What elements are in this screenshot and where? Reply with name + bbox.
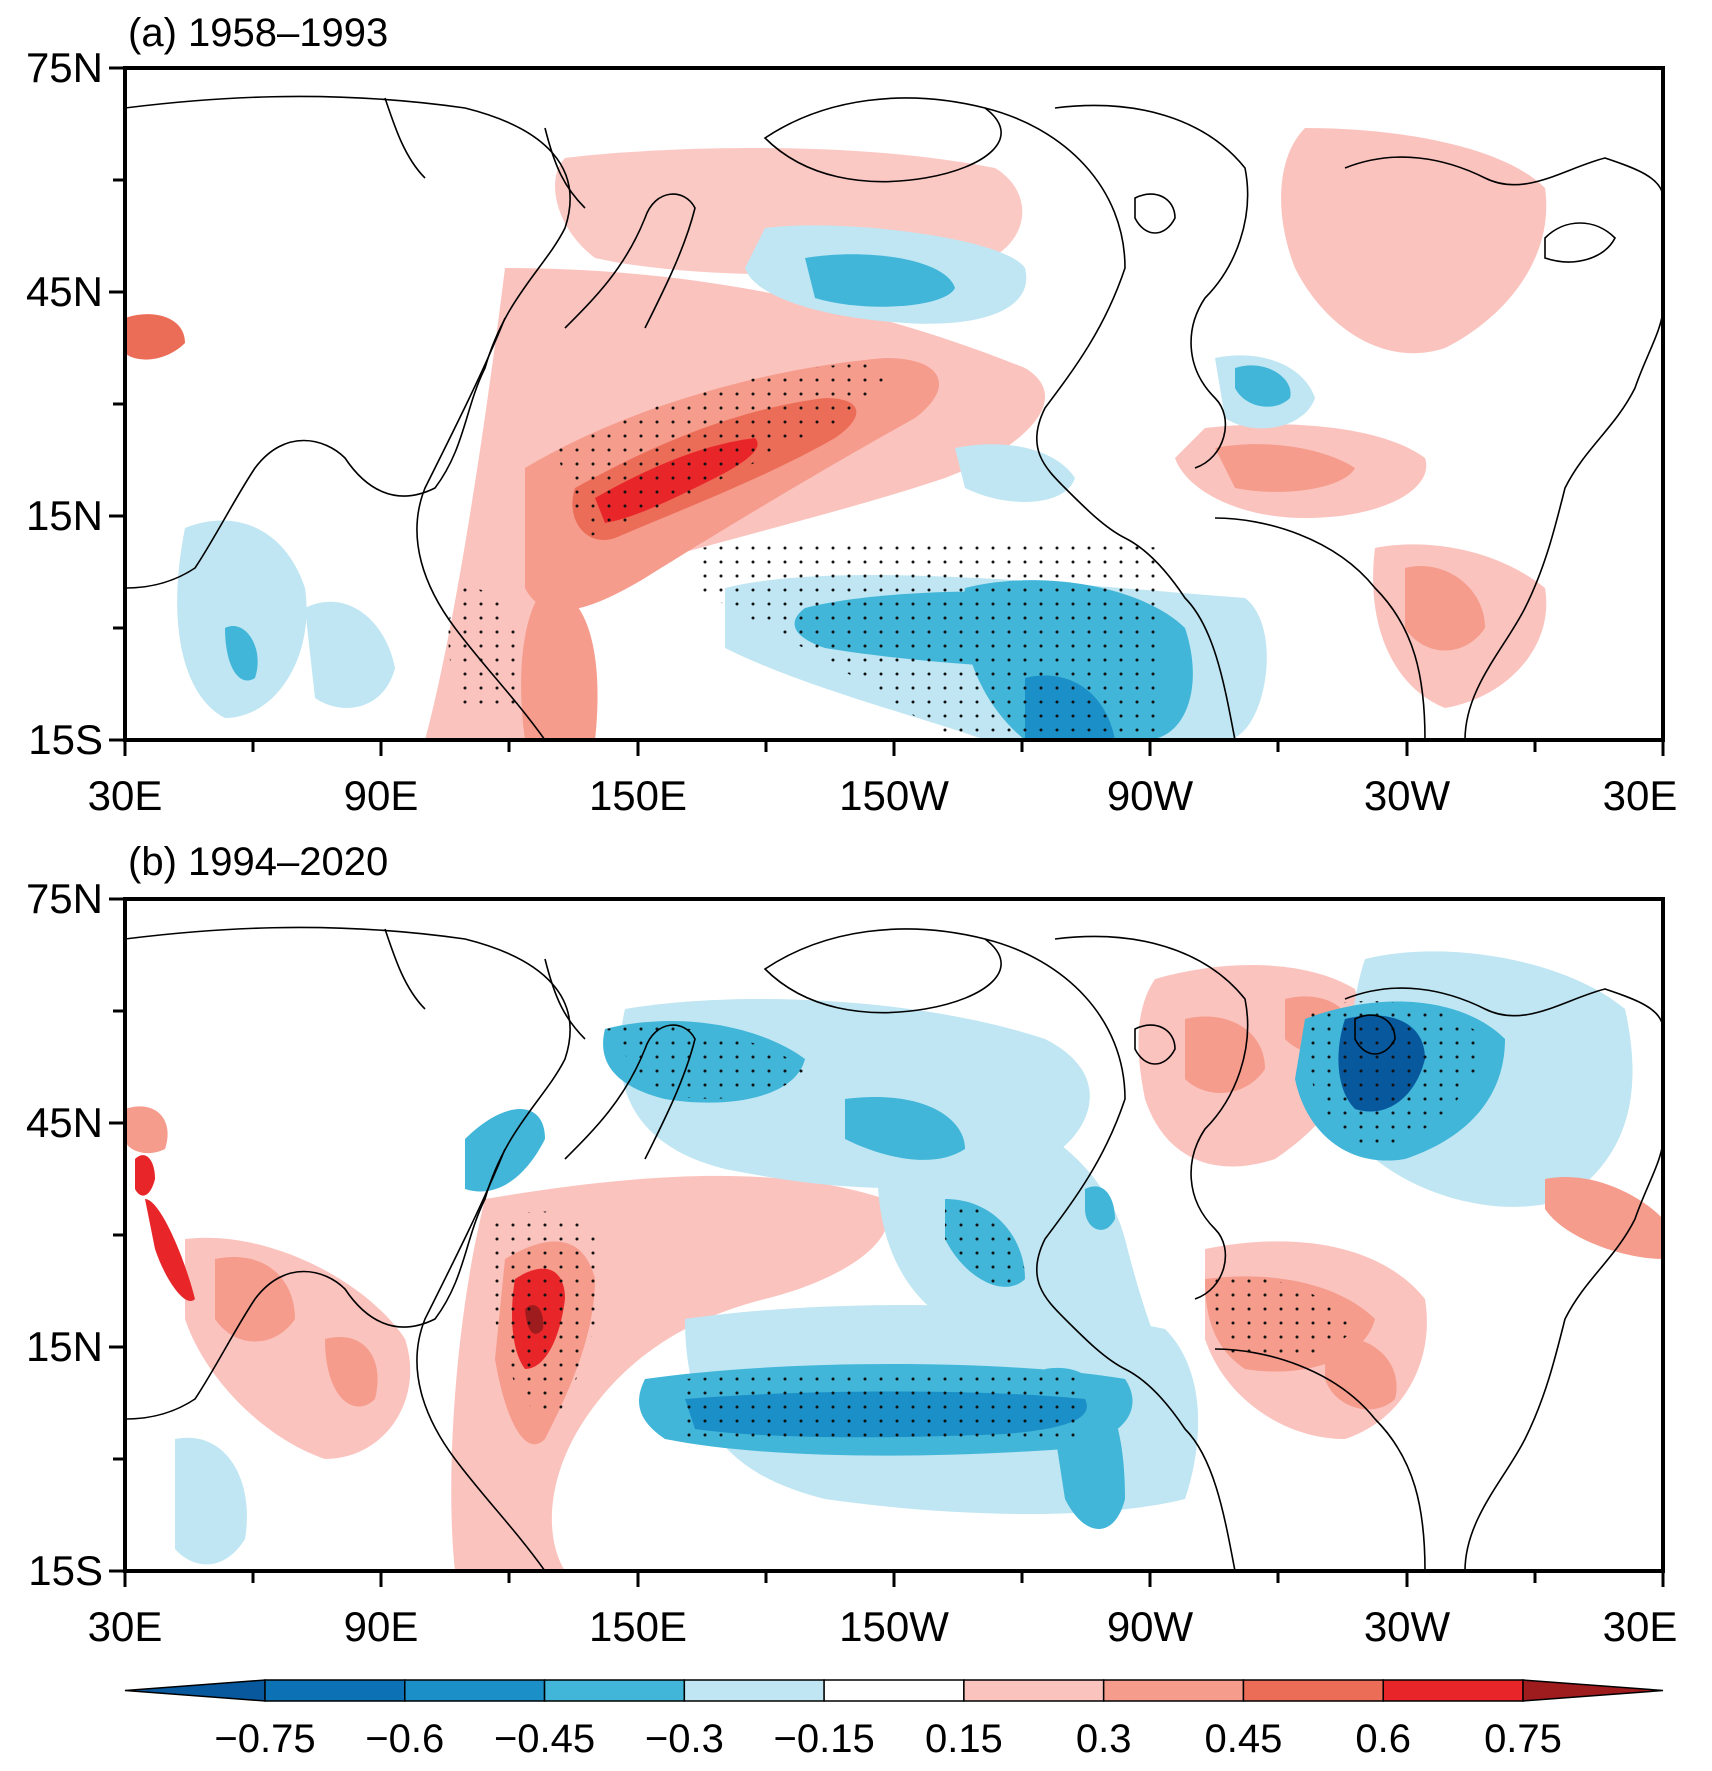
colorbar-segment	[124, 1679, 266, 1702]
colorbar-tick-label: 0.3	[1076, 1717, 1132, 1761]
coastlines-a	[125, 95, 1663, 740]
panel-a-lon-axis	[123, 740, 1665, 756]
colorbar-tick-label: 0.6	[1355, 1717, 1411, 1761]
colorbar-segment	[1242, 1679, 1384, 1702]
panel-a-title: (a) 1958–1993	[128, 11, 388, 55]
colorbar-tick-label: 0.75	[1484, 1717, 1562, 1761]
colorbar-tick-label: −0.15	[774, 1717, 875, 1761]
colorbar: −0.75 −0.6 −0.45 −0.3 −0.15 0.15 0.3 0.45 0.6 0.7…	[124, 1679, 1664, 1761]
coastlines-b	[125, 926, 1663, 1571]
panel-a-lat-label: 45N	[26, 268, 103, 315]
panel-a-lon-label: 30W	[1364, 772, 1451, 819]
panel-b-lat-label: 45N	[26, 1099, 103, 1146]
panel-b-lon-label: 90W	[1107, 1603, 1194, 1650]
colorbar-segments	[124, 1679, 1664, 1702]
panel-b-lat-label: 15N	[26, 1323, 103, 1370]
panel-a-lon-label: 30E	[88, 772, 163, 819]
colorbar-tick-label: −0.75	[214, 1717, 315, 1761]
panel-b-lat-label: 75N	[26, 875, 103, 922]
panel-a-lat-axis	[109, 66, 125, 742]
colorbar-segment	[543, 1679, 686, 1702]
colorbar-segment	[404, 1679, 546, 1702]
panel-b-lon-label: 150E	[589, 1603, 687, 1650]
panel-b-lat-label: 15S	[28, 1547, 103, 1594]
colorbar-tick-label: −0.45	[494, 1717, 595, 1761]
panel-a-lon-label: 90E	[344, 772, 419, 819]
colorbar-segment	[1102, 1679, 1245, 1702]
colorbar-segment	[1382, 1679, 1524, 1702]
panel-b-lon-axis	[123, 1571, 1665, 1587]
panel-a: (a) 1958–1993	[26, 11, 1677, 819]
panel-b: (b) 1994–2020	[26, 840, 1677, 1650]
panel-b-lon-label: 30E	[1603, 1603, 1678, 1650]
panel-b-lon-label: 30W	[1364, 1603, 1451, 1650]
anomaly-field-a	[125, 128, 1547, 740]
panel-a-lat-label: 15S	[28, 716, 103, 763]
panel-a-lon-label: 30E	[1603, 772, 1678, 819]
colorbar-segment	[1522, 1679, 1664, 1702]
colorbar-segment	[683, 1679, 825, 1702]
panel-b-lat-axis	[109, 897, 125, 1573]
colorbar-segment	[963, 1679, 1105, 1702]
panel-b-lon-label: 30E	[88, 1603, 163, 1650]
panel-a-map	[123, 66, 1665, 742]
panel-a-lat-label: 15N	[26, 492, 103, 539]
panel-b-title: (b) 1994–2020	[128, 840, 388, 884]
panel-b-map	[123, 897, 1665, 1573]
panel-a-lon-label: 90W	[1107, 772, 1194, 819]
panel-a-lon-label: 150E	[589, 772, 687, 819]
colorbar-tick-labels: −0.75 −0.6 −0.45 −0.3 −0.15 0.15 0.3 0.45 0.6 0.7…	[214, 1717, 1562, 1761]
colorbar-segment	[264, 1679, 406, 1702]
panel-a-lat-label: 75N	[26, 44, 103, 91]
colorbar-tick-label: −0.3	[645, 1717, 724, 1761]
anomaly-field-b	[125, 951, 1663, 1571]
colorbar-tick-label: −0.6	[365, 1717, 444, 1761]
panel-b-lon-label: 150W	[839, 1603, 949, 1650]
colorbar-tick-label: 0.45	[1205, 1717, 1283, 1761]
panel-a-lon-label: 150W	[839, 772, 949, 819]
colorbar-segment	[823, 1679, 965, 1702]
colorbar-tick-label: 0.15	[925, 1717, 1003, 1761]
panel-b-lon-label: 90E	[344, 1603, 419, 1650]
